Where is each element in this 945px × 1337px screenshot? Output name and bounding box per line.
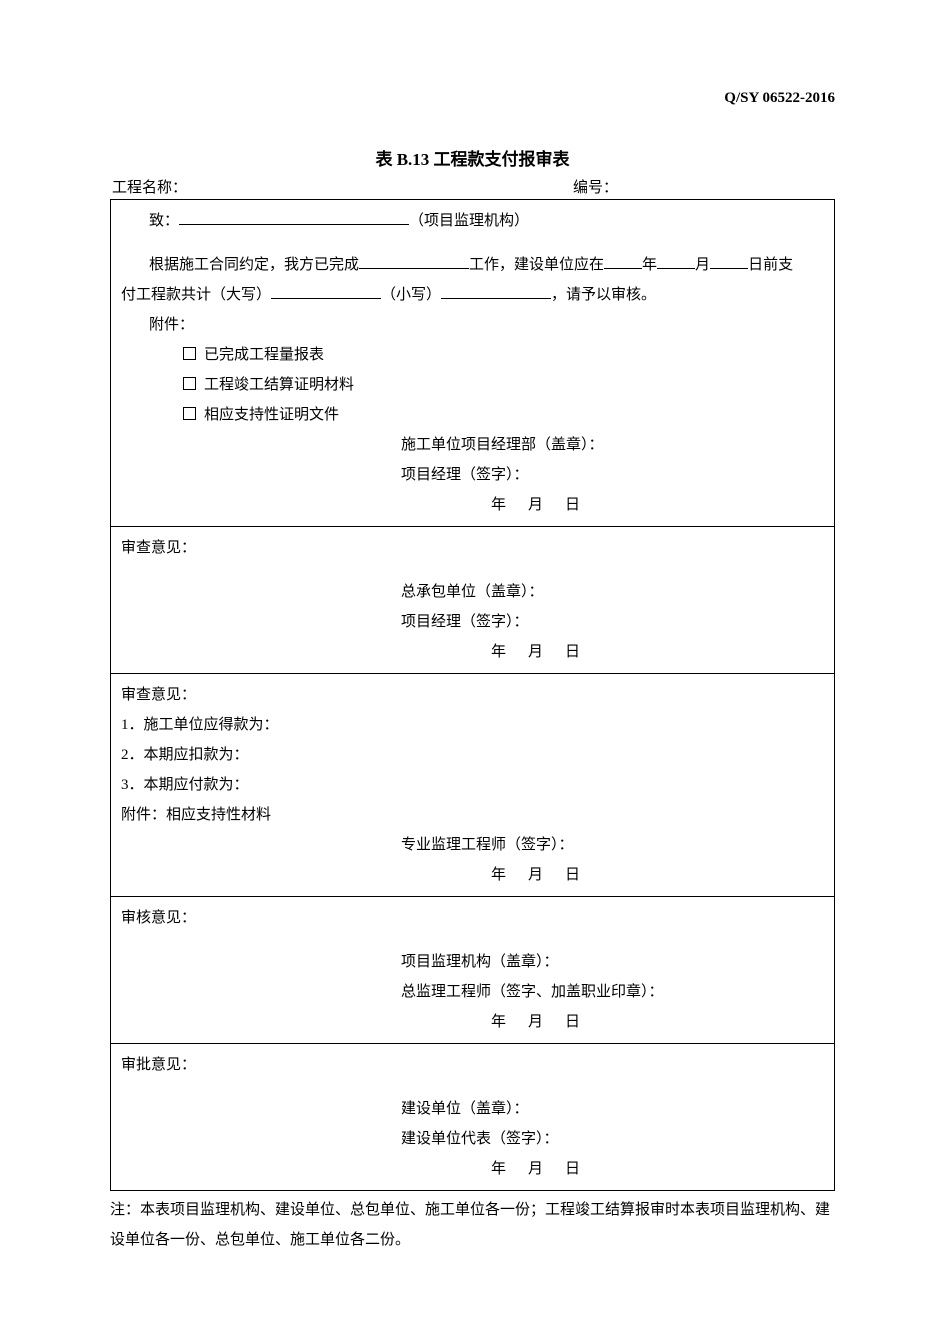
section-approval-supervisor: 审核意见： 项目监理机构（盖章）： 总监理工程师（签字、加盖职业印章）： 年月日 bbox=[111, 897, 835, 1044]
s3-date: 年月日 bbox=[121, 860, 824, 890]
checkbox-2[interactable] bbox=[183, 377, 196, 390]
cb2-label: 工程竣工结算证明材料 bbox=[204, 377, 354, 393]
s5-heading: 审批意见： bbox=[121, 1050, 824, 1080]
line-a-y: 年 bbox=[642, 257, 657, 273]
to-label: 致： bbox=[149, 213, 179, 229]
s3-l2: 2．本期应扣款为： bbox=[121, 740, 824, 770]
section-review-contractor: 审查意见： 总承包单位（盖章）： 项目经理（签字）： 年月日 bbox=[111, 527, 835, 674]
cb1-label: 已完成工程量报表 bbox=[204, 347, 324, 363]
section-review-supervisor: 审查意见： 1．施工单位应得款为： 2．本期应扣款为： 3．本期应付款为： 附件… bbox=[111, 674, 835, 897]
s5-sig1: 建设单位（盖章）： bbox=[401, 1094, 824, 1124]
s5-sig2: 建设单位代表（签字）： bbox=[401, 1124, 824, 1154]
s3-l3: 3．本期应付款为： bbox=[121, 770, 824, 800]
amount-num-blank[interactable] bbox=[441, 281, 551, 299]
footnote: 注：本表项目监理机构、建设单位、总包单位、施工单位各一份；工程竣工结算报审时本表… bbox=[110, 1195, 835, 1255]
s1-sig2: 项目经理（签字）： bbox=[401, 460, 824, 490]
s5-date: 年月日 bbox=[121, 1154, 824, 1184]
work-blank[interactable] bbox=[359, 251, 469, 269]
s2-heading: 审查意见： bbox=[121, 533, 824, 563]
document-code: Q/SY 06522-2016 bbox=[110, 90, 835, 107]
line-a-2: 工作，建设单位应在 bbox=[469, 257, 604, 273]
s2-sig1: 总承包单位（盖章）： bbox=[401, 577, 824, 607]
s4-sig1: 项目监理机构（盖章）： bbox=[401, 947, 824, 977]
project-name-label: 工程名称： bbox=[112, 176, 573, 197]
s3-l1: 1．施工单位应得款为： bbox=[121, 710, 824, 740]
form-table: 致：（项目监理机构） 根据施工合同约定，我方已完成工作，建设单位应在年月日前支 … bbox=[110, 199, 835, 1191]
to-suffix: （项目监理机构） bbox=[409, 213, 529, 229]
s2-date: 年月日 bbox=[121, 637, 824, 667]
month-blank[interactable] bbox=[657, 251, 695, 269]
s1-sig1: 施工单位项目经理部（盖章）： bbox=[401, 430, 824, 460]
line-a-1: 根据施工合同约定，我方已完成 bbox=[149, 257, 359, 273]
s4-sig2: 总监理工程师（签字、加盖职业印章）： bbox=[401, 977, 824, 1007]
section-approval-owner: 审批意见： 建设单位（盖章）： 建设单位代表（签字）： 年月日 bbox=[111, 1044, 835, 1191]
s4-date: 年月日 bbox=[121, 1007, 824, 1037]
s3-sig1: 专业监理工程师（签字）： bbox=[401, 830, 824, 860]
cb3-label: 相应支持性证明文件 bbox=[204, 407, 339, 423]
checkbox-1[interactable] bbox=[183, 347, 196, 360]
line-a-m: 月 bbox=[695, 257, 710, 273]
attach-label: 附件： bbox=[121, 310, 824, 340]
section-applicant: 致：（项目监理机构） 根据施工合同约定，我方已完成工作，建设单位应在年月日前支 … bbox=[111, 200, 835, 527]
s3-attach: 附件：相应支持性材料 bbox=[121, 800, 824, 830]
s3-heading: 审查意见： bbox=[121, 680, 824, 710]
s2-sig2: 项目经理（签字）： bbox=[401, 607, 824, 637]
to-blank[interactable] bbox=[179, 207, 409, 225]
line-b-2: （小写） bbox=[381, 287, 441, 303]
line-b-3: ，请予以审核。 bbox=[551, 287, 656, 303]
s4-heading: 审核意见： bbox=[121, 903, 824, 933]
s1-date: 年月日 bbox=[121, 490, 824, 520]
year-blank[interactable] bbox=[604, 251, 642, 269]
number-label: 编号： bbox=[573, 176, 833, 197]
day-blank[interactable] bbox=[710, 251, 748, 269]
line-a-d: 日前支 bbox=[748, 257, 793, 273]
amount-cn-blank[interactable] bbox=[271, 281, 381, 299]
line-b-1: 付工程款共计（大写） bbox=[121, 287, 271, 303]
meta-row: 工程名称： 编号： bbox=[110, 176, 835, 197]
checkbox-3[interactable] bbox=[183, 407, 196, 420]
form-title: 表 B.13 工程款支付报审表 bbox=[110, 145, 835, 170]
